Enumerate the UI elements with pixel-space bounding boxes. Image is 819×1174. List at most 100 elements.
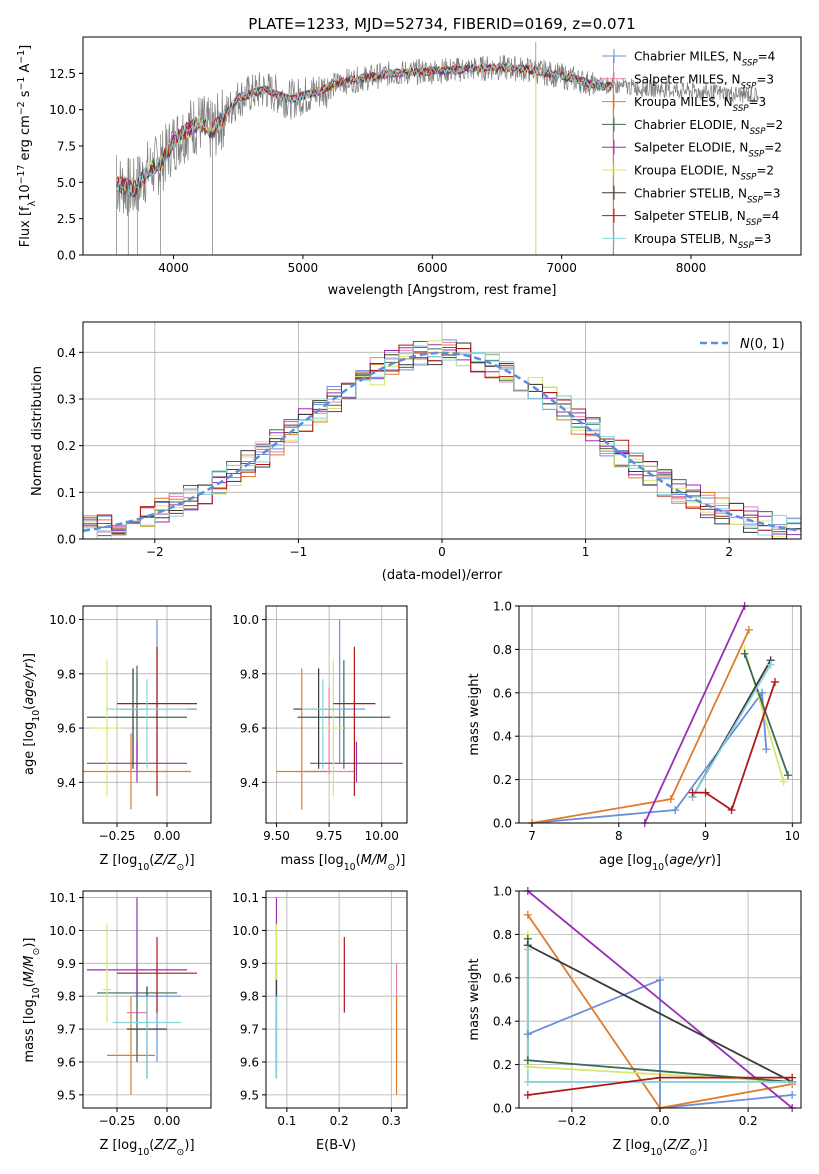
hist-legend-label: N(0, 1): [740, 337, 785, 352]
ageMass-ytick-label: 9.4: [240, 776, 259, 790]
spectrum-model-line: [116, 61, 614, 196]
ageZ-axes: −0.25 0.00 9.4 9.6 9.8 10.0: [49, 605, 212, 843]
mwAge-series-line: [743, 653, 789, 776]
spectrum-ytick-label: 10.0: [49, 103, 76, 117]
mwAge-point-marker: [671, 805, 680, 814]
hist-step-line: [83, 345, 801, 539]
spectrum-xtick-label: 8000: [676, 261, 707, 275]
massEBV-ytick-label: 9.7: [240, 1023, 259, 1037]
legend-entry: Salpeter STELIB, NSSP=4: [634, 209, 779, 228]
mwAge-point-marker: [744, 625, 753, 634]
ageZ-plot-area: [83, 619, 197, 810]
mwZ-ytick-label: 0.2: [493, 1058, 512, 1072]
ageZ-ytick-label: 9.8: [57, 667, 76, 681]
legend-entry: Chabrier ELODIE, NSSP=2: [634, 118, 783, 137]
mwAge-point-marker: [762, 745, 771, 754]
spectrum-xtick-label: 5000: [288, 261, 319, 275]
massEBV-xlabel: E(B-V): [316, 1138, 356, 1153]
mwAge-frame: [518, 605, 802, 824]
legend-entry: Salpeter ELODIE, NSSP=2: [634, 141, 782, 160]
spectrum-ytick-label: 5.0: [57, 176, 76, 190]
hist-xtick-label: −1: [290, 545, 308, 559]
hist-xtick-label: 2: [725, 545, 733, 559]
massZ-plot-area: [87, 897, 197, 1095]
mwAge-series-line: [531, 629, 750, 823]
mwAge-ytick-label: 0.4: [493, 730, 512, 744]
massEBV-ytick-label: 9.5: [240, 1088, 259, 1102]
massZ-ytick-label: 10.1: [49, 891, 76, 905]
massZ-ytick-label: 9.9: [57, 957, 76, 971]
hist-xlabel: (data-model)/error: [382, 568, 503, 583]
mwZ-point-marker: [656, 975, 664, 984]
spectrum-ytick-label: 7.5: [57, 140, 76, 154]
mwZ-series-line: [527, 944, 793, 1083]
mwAge-point-marker: [783, 771, 792, 780]
mwZ-series-line: [527, 978, 793, 1108]
mwZ-xlabel: Z [log10(Z/Z⊙)]: [612, 1138, 707, 1158]
ageMass-xlabel: mass [log10(M/M⊙)]: [281, 853, 406, 873]
massEBV-ytick-label: 10.0: [232, 924, 259, 938]
massZ-ytick-label: 9.7: [57, 1023, 76, 1037]
massEBV-ytick-label: 10.1: [232, 891, 259, 905]
spectrum-plot-area: [116, 42, 759, 255]
ageMass-plot-area: [276, 619, 403, 810]
hist-ytick-label: 0.1: [57, 486, 76, 500]
spectrum-xtick-label: 6000: [417, 261, 448, 275]
spectrum-xtick-label: 4000: [158, 261, 189, 275]
mwZ-ytick-label: 0.4: [493, 1015, 512, 1029]
ageMass-ytick-label: 9.8: [240, 667, 259, 681]
mwAge-ytick-label: 1.0: [493, 600, 512, 614]
mwZ-xtick-label: 0.0: [650, 1114, 669, 1128]
mwZ-point-marker: [523, 1056, 532, 1065]
mwAge-plot-area: [531, 606, 789, 823]
mwZ-point-marker: [788, 1090, 797, 1099]
spectrum-ytick-label: 2.5: [57, 212, 76, 226]
mwZ-point-marker: [788, 1073, 797, 1082]
mwAge-point-marker: [666, 795, 675, 804]
massEBV-plot-area: [275, 897, 398, 1095]
mwAge-xtick-label: 7: [528, 829, 536, 843]
mwAge-point-marker: [770, 677, 779, 686]
massZ-ytick-label: 9.6: [57, 1055, 76, 1069]
massEBV-xtick-label: 0.1: [277, 1114, 296, 1128]
hist-xtick-label: 0: [438, 545, 446, 559]
hist-axes: −2 −1 0 1 2 0.0 0.1 0.2 0.3 0.4 N(0, 1): [57, 321, 802, 559]
spectrum-data-line: [116, 55, 759, 217]
mwZ-axes: −0.2 0.0 0.2 0.0 0.2 0.4 0.6 0.8 1.0: [493, 885, 802, 1128]
hist-gaussian-curve: [83, 351, 801, 533]
ageMass-ytick-label: 9.6: [240, 722, 259, 736]
mwAge-ytick-label: 0.0: [493, 817, 512, 831]
legend-entry: Kroupa ELODIE, NSSP=2: [634, 164, 774, 183]
mwZ-point-marker: [523, 1077, 532, 1086]
ageZ-ytick-label: 9.6: [57, 722, 76, 736]
massEBV-ytick-label: 9.8: [240, 990, 259, 1004]
ageZ-xtick-label: 0.00: [154, 829, 181, 843]
massZ-xtick-label: −0.25: [99, 1114, 136, 1128]
mwAge-point-marker: [740, 649, 749, 658]
mwAge-xtick-label: 8: [615, 829, 623, 843]
mwAge-axes: 7 8 9 10 0.0 0.2 0.4 0.6 0.8 1.0: [493, 600, 802, 843]
legend-entry: Kroupa STELIB, NSSP=3: [634, 232, 771, 251]
massEBV-frame: [265, 890, 408, 1109]
mwAge-xlabel: age [log10(age/yr)]: [599, 853, 721, 873]
mwAge-point-marker: [779, 777, 788, 786]
mwZ-series-line: [527, 914, 793, 1108]
massZ-ytick-label: 9.8: [57, 990, 76, 1004]
mwAge-point-marker: [766, 660, 775, 669]
mwAge-series-line: [692, 681, 776, 812]
mwZ-ylabel: mass weight: [467, 958, 482, 1040]
legend-entry: Chabrier MILES, NSSP=4: [634, 50, 775, 69]
figure-title: PLATE=1233, MJD=52734, FIBERID=0169, z=0…: [248, 15, 635, 33]
mwZ-ytick-label: 1.0: [493, 885, 512, 899]
mwAge-xtick-label: 9: [702, 829, 710, 843]
ageZ-ytick-label: 10.0: [49, 613, 76, 627]
mwZ-xtick-label: 0.2: [739, 1114, 758, 1128]
ageMass-frame: [265, 605, 408, 824]
spectrum-model-line: [116, 62, 614, 197]
mwAge-point-marker: [757, 688, 766, 697]
massZ-axes: −0.25 0.00 9.5 9.6 9.7 9.8 9.9 10.0 10.1: [49, 890, 212, 1128]
legend-entry: Kroupa MILES, NSSP=3: [634, 95, 766, 114]
hist-ytick-label: 0.4: [57, 346, 76, 360]
